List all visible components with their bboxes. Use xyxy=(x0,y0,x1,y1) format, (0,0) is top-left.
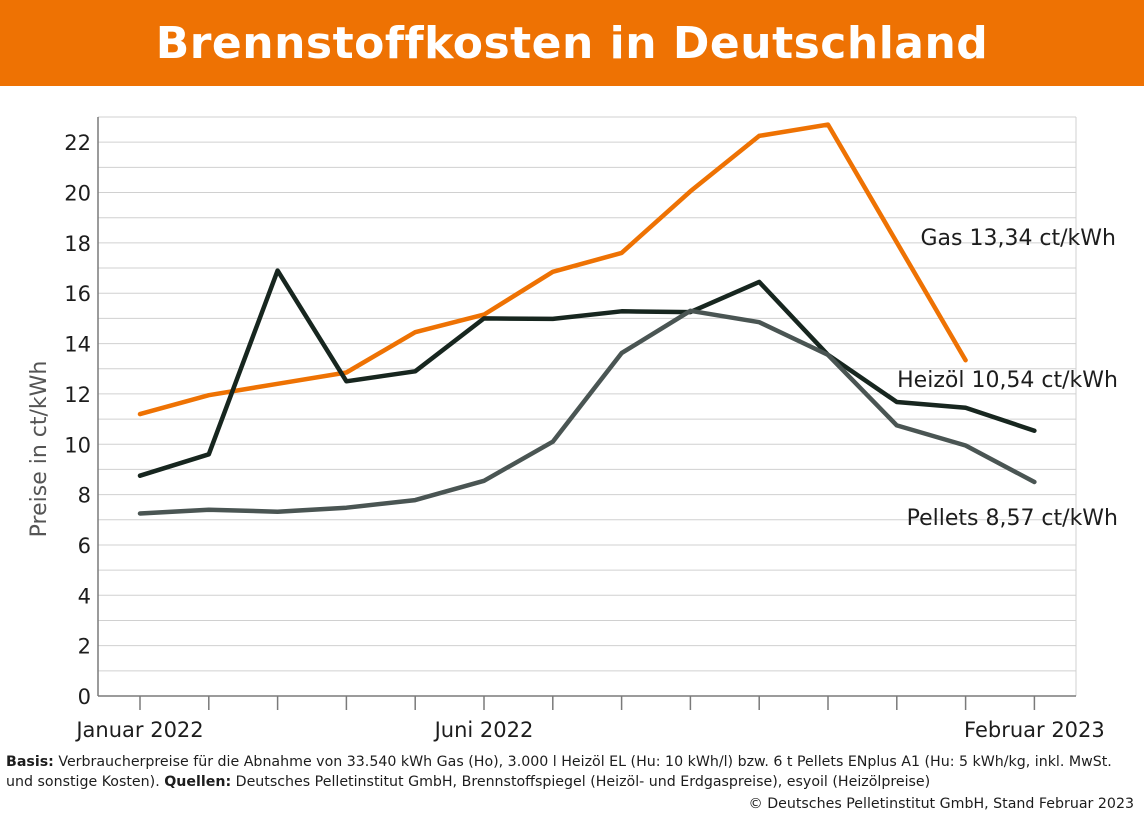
y-axis-label: Preise in ct/kWh xyxy=(27,361,52,538)
grid-lines xyxy=(98,116,1077,696)
y-tick-label: 0 xyxy=(78,685,91,709)
y-tick-label: 22 xyxy=(64,131,91,155)
series-line-pellets xyxy=(137,308,1037,516)
x-tick-label: Februar 2023 xyxy=(964,718,1105,742)
line-chart: 0 2 4 6 8 10 12 14 16 18 20 22 Januar 2022 Juni 2022… xyxy=(27,116,1118,742)
y-tick-label: 20 xyxy=(64,182,91,206)
series-label-heizoel: Heizöl 10,54 ct/kWh xyxy=(897,368,1118,393)
series-line-gas xyxy=(137,122,968,417)
x-axis: Januar 2022 Juni 2022 Februar 2023 xyxy=(74,695,1105,742)
y-tick-label: 10 xyxy=(64,433,91,457)
chart-title: Brennstoffkosten in Deutschland xyxy=(155,17,989,69)
x-tick-label: Januar 2022 xyxy=(74,718,203,742)
series-labels: Gas 13,34 ct/kWh Heizöl 10,54 ct/kWh Pelle… xyxy=(897,226,1118,531)
series-line-heizoel xyxy=(137,268,1037,478)
sources-text: Deutsches Pelletinstitut GmbH, Brennstof… xyxy=(235,774,931,790)
y-tick-label: 8 xyxy=(78,484,91,508)
sources-label: Quellen: xyxy=(164,774,232,790)
basis-text: Verbraucherpreise für die Abnahme von 33… xyxy=(6,754,1112,790)
y-tick-label: 2 xyxy=(78,635,91,659)
y-tick-label: 4 xyxy=(78,584,91,608)
y-tick-label: 12 xyxy=(64,383,91,407)
copyright: © Deutsches Pelletinstitut GmbH, Stand F… xyxy=(748,796,1135,812)
series-label-pellets: Pellets 8,57 ct/kWh xyxy=(907,506,1118,531)
basis-label: Basis: xyxy=(6,754,54,770)
series-lines xyxy=(137,122,1037,516)
y-tick-label: 18 xyxy=(64,232,91,256)
footnote: Basis: Verbraucherpreise für die Abnahme… xyxy=(6,752,1136,792)
title-bar: Brennstoffkosten in Deutschland xyxy=(0,0,1144,86)
y-tick-label: 14 xyxy=(64,333,91,357)
series-label-gas: Gas 13,34 ct/kWh xyxy=(920,226,1116,251)
y-axis: 0 2 4 6 8 10 12 14 16 18 20 22 xyxy=(64,117,99,709)
y-tick-label: 16 xyxy=(64,282,91,306)
x-tick-label: Juni 2022 xyxy=(433,718,534,742)
y-tick-label: 6 xyxy=(78,534,91,558)
